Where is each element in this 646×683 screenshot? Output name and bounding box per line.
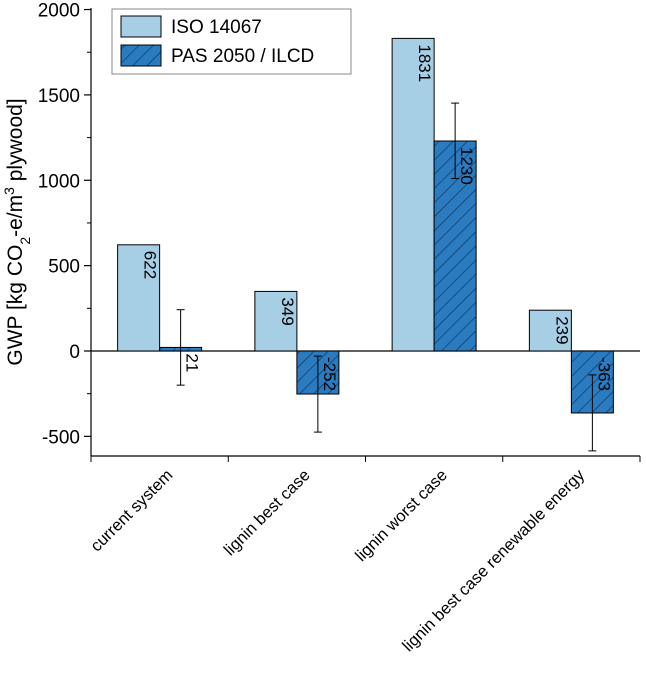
y-axis-label-mid: -e/m bbox=[4, 195, 27, 237]
legend-swatch-pas bbox=[120, 44, 162, 67]
bar-iso-2 bbox=[391, 37, 435, 352]
y-tick-label: 500 bbox=[48, 257, 80, 278]
error-bars-group bbox=[176, 102, 597, 452]
y-tick-label: 1500 bbox=[38, 86, 80, 107]
legend-swatch-iso bbox=[120, 15, 162, 38]
legend: ISO 14067 PAS 2050 / ILCD bbox=[111, 8, 352, 75]
legend-label-pas: PAS 2050 / ILCD bbox=[171, 46, 314, 67]
value-label-iso-1: 349 bbox=[278, 297, 297, 325]
bars-group bbox=[117, 37, 614, 414]
y-axis-label-prefix: GWP [kg CO bbox=[4, 245, 27, 366]
category-label-2: lignin worst case bbox=[352, 466, 451, 565]
y-axis-label-suffix: plywood] bbox=[4, 98, 27, 187]
y-axis-label: GWP [kg CO2-e/m3 plywood] bbox=[1, 98, 33, 365]
category-label-1: lignin best case bbox=[221, 466, 314, 559]
bar-iso-1 bbox=[254, 290, 298, 352]
plot-area: -500 0 500 1000 1500 2000 622 21 349 -252 1831 123… bbox=[38, 1, 641, 462]
y-tick-label: 0 bbox=[69, 342, 80, 363]
bar-iso-0 bbox=[117, 244, 161, 352]
y-tick-label: 1000 bbox=[38, 171, 80, 192]
value-label-pas-1: -252 bbox=[320, 357, 339, 391]
legend-label-iso: ISO 14067 bbox=[171, 17, 262, 38]
y-tick-label: 2000 bbox=[38, 1, 80, 22]
axis-ticks: -500 0 500 1000 1500 2000 bbox=[38, 1, 641, 462]
value-label-pas-2: 1230 bbox=[457, 147, 476, 185]
bar-iso-3 bbox=[528, 309, 572, 352]
value-label-pas-0: 21 bbox=[183, 353, 202, 372]
y-axis-label-sub: 2 bbox=[17, 237, 33, 245]
category-labels: current system lignin best case lignin wor… bbox=[87, 466, 589, 656]
value-label-iso-0: 622 bbox=[141, 251, 160, 279]
value-label-iso-2: 1831 bbox=[415, 44, 434, 82]
category-label-0: current system bbox=[87, 466, 176, 555]
value-label-pas-3: -363 bbox=[594, 357, 613, 391]
y-axis-label-sup: 3 bbox=[1, 187, 17, 195]
y-tick-label: -500 bbox=[42, 427, 80, 448]
value-label-iso-3: 239 bbox=[552, 316, 571, 344]
value-labels-group: 622 21 349 -252 1831 1230 239 -363 bbox=[141, 44, 614, 391]
